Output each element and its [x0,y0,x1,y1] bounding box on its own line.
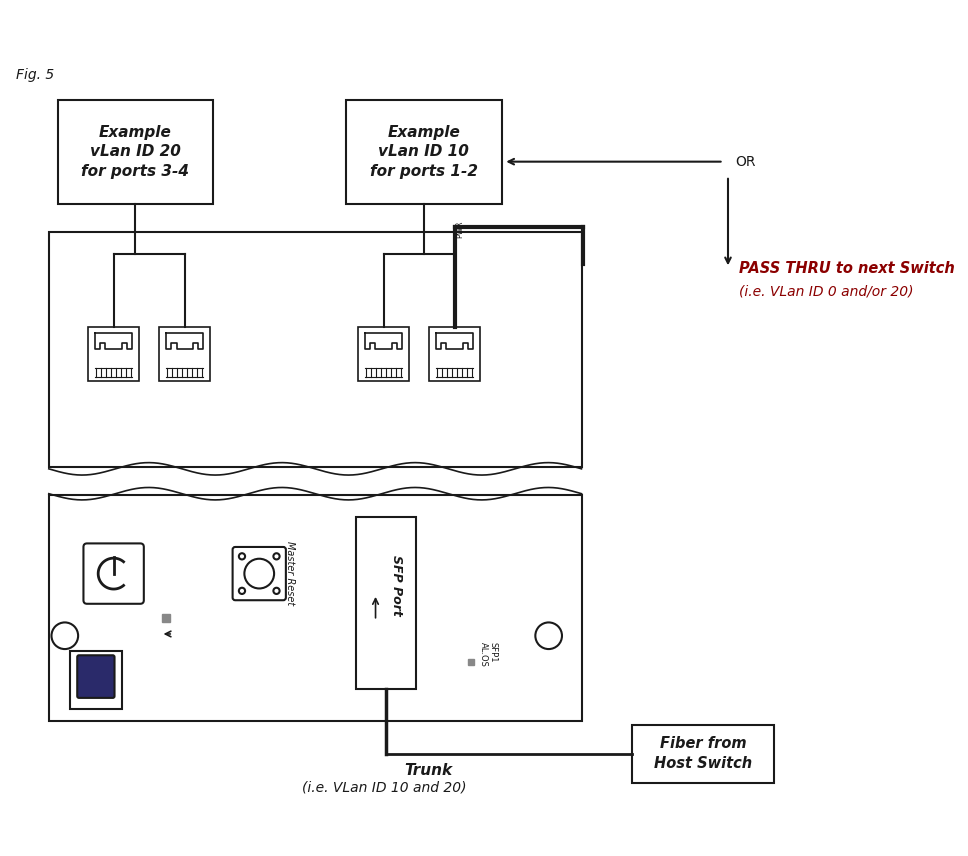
Circle shape [239,553,245,560]
Text: Fiber from
Host Switch: Fiber from Host Switch [654,736,752,771]
Bar [356,517,416,689]
Circle shape [244,559,274,588]
Circle shape [273,553,280,560]
Circle shape [273,588,280,594]
Bar [358,327,409,381]
Text: OR: OR [735,155,756,169]
FancyBboxPatch shape [77,656,114,698]
Text: (i.e. VLan ID 10 and 20): (i.e. VLan ID 10 and 20) [302,781,467,794]
FancyBboxPatch shape [232,547,286,600]
Bar [48,496,582,721]
Circle shape [51,622,78,649]
Circle shape [535,622,562,649]
Text: (i.e. VLan ID 0 and/or 20): (i.e. VLan ID 0 and/or 20) [739,284,913,298]
Text: PASS THRU to next Switch: PASS THRU to next Switch [739,261,954,276]
Text: Trunk: Trunk [404,763,452,778]
Bar [58,99,213,205]
Text: Fig. 5: Fig. 5 [16,68,54,81]
Bar [48,232,582,467]
Text: PWR: PWR [455,221,465,238]
Bar [163,615,169,621]
Bar [159,327,210,381]
Text: Master Reset: Master Reset [286,542,295,606]
Bar [429,327,480,381]
Bar [468,659,474,665]
Text: SFP1
AL.OS: SFP1 AL.OS [478,642,498,667]
Text: SFP Port: SFP Port [390,555,403,615]
Bar [632,725,774,782]
Circle shape [239,588,245,594]
Text: Example
vLan ID 20
for ports 3-4: Example vLan ID 20 for ports 3-4 [81,125,190,179]
Bar [88,327,139,381]
Bar [70,651,122,709]
Bar [347,99,501,205]
Text: Example
vLan ID 10
for ports 1-2: Example vLan ID 10 for ports 1-2 [370,125,478,179]
FancyBboxPatch shape [83,544,144,603]
